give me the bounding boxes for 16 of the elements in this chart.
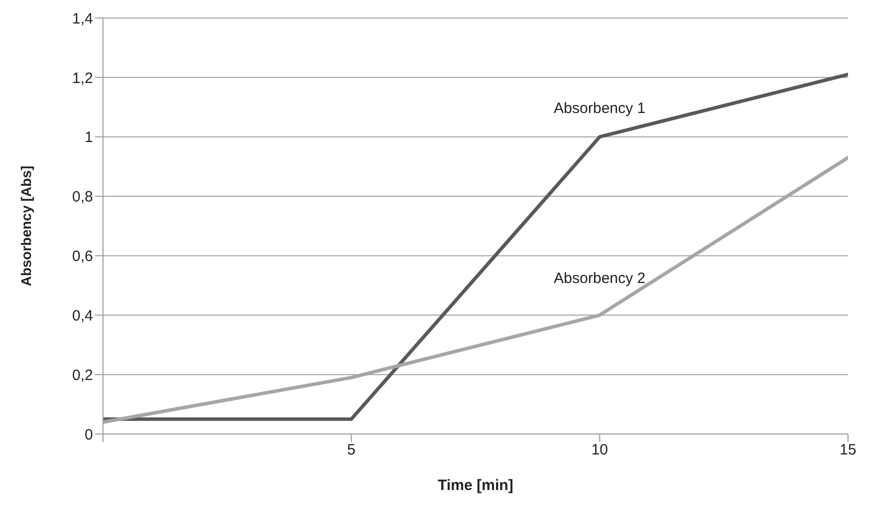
y-tick-label: 1,2	[72, 70, 93, 87]
series-label: Absorbency 2	[554, 270, 646, 288]
y-tick-label: 0	[84, 426, 93, 444]
y-tick-label: 0,2	[72, 366, 93, 384]
x-tick-label: 15	[840, 442, 856, 459]
y-axis-title: Absorbency [Abs]	[18, 166, 34, 286]
series-label: Absorbency 1	[554, 100, 646, 117]
x-tick-label: 10	[591, 442, 608, 459]
x-tick-label: 5	[347, 442, 356, 459]
y-tick-label: 1,4	[72, 10, 93, 28]
y-tick-label: 0,8	[72, 188, 93, 206]
y-tick-label: 1	[84, 129, 93, 146]
y-tick-label: 0,6	[72, 248, 93, 266]
x-axis-title: Time [min]	[438, 477, 514, 494]
line-series	[103, 156, 848, 424]
y-tick-label: 0,4	[72, 307, 93, 324]
